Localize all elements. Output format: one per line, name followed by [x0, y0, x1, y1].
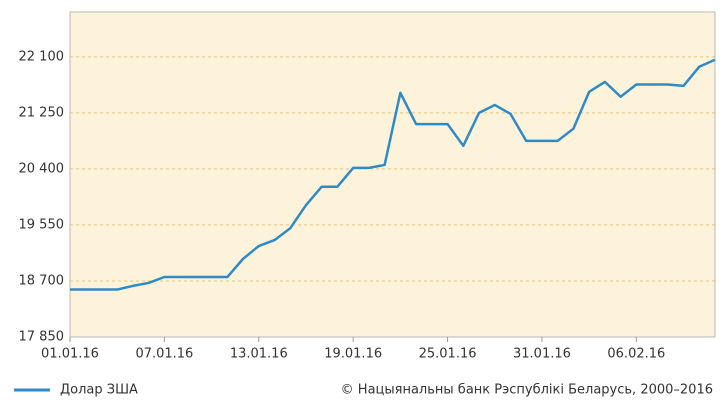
x-tick-label: 13.01.16: [230, 347, 288, 362]
y-tick-label: 21 250: [19, 105, 65, 120]
source-credit: © Нацыянальны банк Рэспублікі Беларусь, …: [341, 383, 713, 398]
y-tick-label: 17 850: [19, 330, 65, 345]
x-tick-label: 06.02.16: [607, 347, 665, 362]
x-tick-label: 07.01.16: [135, 347, 193, 362]
x-tick-label: 01.01.16: [41, 347, 99, 362]
series-line: [70, 58, 716, 291]
x-tick-label: 31.01.16: [513, 347, 571, 362]
y-tick-label: 22 100: [19, 49, 65, 64]
legend-label: Долар ЗША: [60, 383, 138, 398]
x-tick-label: 25.01.16: [419, 347, 477, 362]
y-tick-label: 18 700: [19, 273, 65, 288]
y-tick-label: 20 400: [19, 161, 65, 176]
x-tick-label: 19.01.16: [324, 347, 382, 362]
plot-area: [69, 11, 716, 338]
y-tick-label: 19 550: [19, 217, 65, 232]
